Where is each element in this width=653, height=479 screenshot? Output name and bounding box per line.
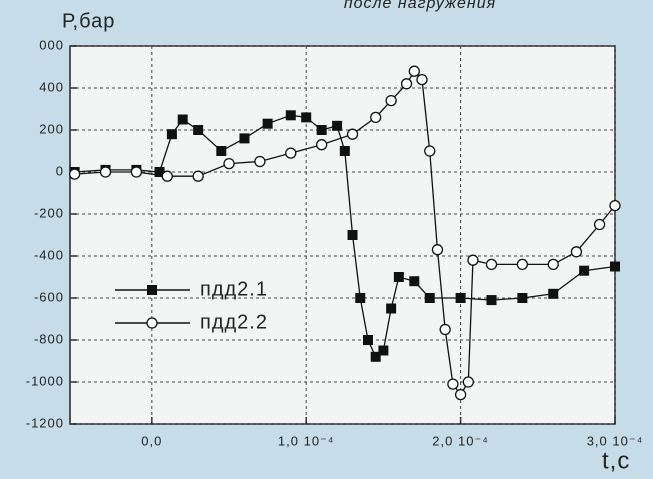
data-marker bbox=[579, 265, 590, 276]
data-marker bbox=[68, 168, 81, 180]
data-marker bbox=[485, 258, 498, 271]
data-marker bbox=[370, 111, 382, 124]
plot-area bbox=[69, 45, 616, 425]
legend-label: пдд2.2 bbox=[200, 311, 268, 333]
data-marker bbox=[547, 258, 559, 271]
data-marker bbox=[378, 345, 389, 356]
data-marker bbox=[462, 376, 474, 388]
data-marker bbox=[370, 351, 381, 362]
data-marker bbox=[486, 295, 497, 306]
chart-title: после нагружения bbox=[344, 0, 496, 12]
x-tick-label: 1,0 10⁻⁴ bbox=[278, 433, 335, 448]
data-marker bbox=[593, 218, 606, 231]
data-marker bbox=[316, 139, 328, 151]
y-tick-label: -200 bbox=[34, 205, 64, 220]
data-marker bbox=[99, 166, 112, 178]
data-marker bbox=[467, 254, 479, 266]
data-marker bbox=[409, 276, 420, 287]
data-marker bbox=[192, 170, 204, 182]
series-line bbox=[74, 70, 616, 396]
data-marker bbox=[285, 110, 296, 121]
data-marker bbox=[166, 129, 177, 140]
x-tick-label: 3,0 10⁻⁴ bbox=[587, 433, 644, 448]
legend-label: пдд2.1 bbox=[200, 278, 268, 300]
data-marker bbox=[316, 125, 327, 135]
data-marker bbox=[454, 388, 467, 401]
y-tick-label: -1200 bbox=[26, 415, 64, 430]
y-tick-label: 0 bbox=[56, 163, 64, 178]
y-tick-label: -400 bbox=[34, 247, 64, 262]
data-marker bbox=[386, 303, 397, 314]
data-marker bbox=[161, 170, 173, 182]
y-axis-label: Р,бар bbox=[62, 10, 115, 32]
data-marker bbox=[285, 147, 297, 159]
data-marker bbox=[610, 261, 620, 272]
y-tick-label: 000 bbox=[39, 37, 64, 52]
data-marker bbox=[424, 293, 435, 303]
data-marker bbox=[339, 146, 350, 156]
data-marker bbox=[517, 293, 528, 303]
x-axis-label: t,c bbox=[602, 447, 630, 474]
data-marker bbox=[424, 145, 436, 157]
data-marker bbox=[239, 133, 250, 144]
y-tick-label: -1000 bbox=[26, 373, 64, 388]
data-marker bbox=[393, 272, 404, 282]
data-marker bbox=[516, 258, 529, 271]
data-marker bbox=[362, 335, 373, 345]
data-marker bbox=[439, 323, 451, 336]
data-marker bbox=[177, 114, 188, 125]
y-tick-label: 200 bbox=[39, 121, 64, 136]
legend-marker bbox=[146, 317, 158, 329]
data-marker bbox=[262, 118, 273, 129]
data-marker bbox=[447, 378, 459, 390]
data-marker bbox=[548, 288, 559, 299]
legend-marker bbox=[147, 285, 157, 295]
data-marker bbox=[130, 166, 143, 178]
data-marker bbox=[193, 125, 204, 135]
data-marker bbox=[254, 155, 266, 168]
data-marker bbox=[223, 157, 235, 170]
y-tick-label: -800 bbox=[34, 331, 64, 346]
data-marker bbox=[347, 230, 358, 240]
data-marker bbox=[400, 78, 413, 90]
data-marker bbox=[408, 65, 420, 77]
data-marker bbox=[346, 128, 359, 140]
data-marker bbox=[455, 293, 466, 303]
y-tick-label: 400 bbox=[39, 79, 64, 94]
data-marker bbox=[301, 112, 312, 123]
data-marker bbox=[609, 199, 621, 212]
x-tick-label: 0,0 bbox=[141, 433, 162, 448]
data-marker bbox=[154, 167, 165, 177]
data-marker bbox=[355, 293, 366, 303]
data-marker bbox=[431, 244, 444, 256]
data-marker bbox=[570, 246, 583, 258]
data-marker bbox=[416, 73, 428, 86]
data-marker bbox=[332, 120, 343, 131]
data-marker bbox=[385, 94, 397, 107]
data-marker bbox=[216, 146, 227, 156]
x-tick-label: 2,0 10⁻⁴ bbox=[432, 433, 489, 448]
y-tick-label: -600 bbox=[34, 289, 64, 304]
